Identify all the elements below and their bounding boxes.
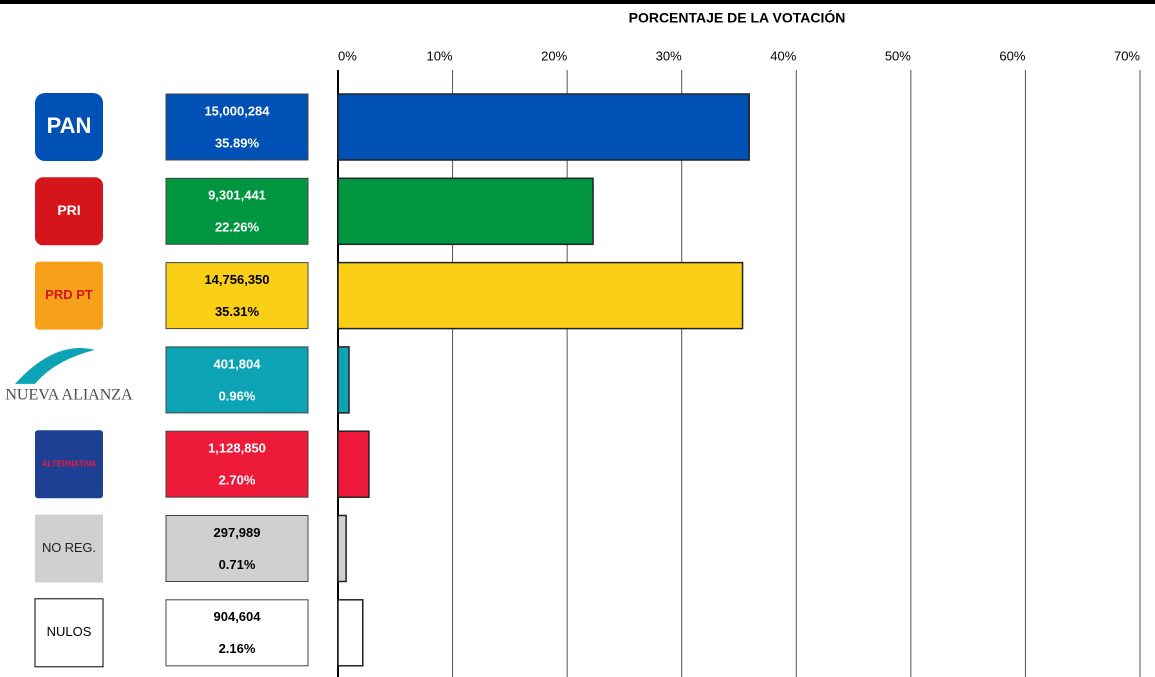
x-tick-label: 70% — [1114, 48, 1140, 63]
party-logo — [35, 430, 103, 499]
value-label: 22.26% — [215, 220, 260, 235]
x-tick-label: 60% — [999, 48, 1025, 63]
party-logo-text: PRD PT — [45, 287, 93, 302]
value-label: 0.71% — [219, 557, 256, 572]
value-box — [165, 262, 309, 330]
value-label: 0.96% — [219, 388, 256, 403]
party-logo — [35, 261, 103, 330]
vote-label: 1,128,850 — [208, 441, 266, 456]
vote-label: 9,301,441 — [208, 188, 266, 203]
value-box — [165, 430, 309, 498]
party-logo — [35, 93, 103, 161]
bar — [337, 346, 350, 414]
value-box — [165, 515, 309, 582]
party-logo-text: ALTERNATIVA — [42, 459, 97, 468]
bar — [337, 514, 347, 583]
x-tick-label: 20% — [541, 48, 567, 63]
vote-label: 14,756,350 — [204, 272, 269, 287]
party-logo-text: NUEVA ALIANZA — [5, 387, 133, 404]
value-box — [165, 346, 309, 414]
vote-label: 297,989 — [214, 525, 261, 540]
bar — [337, 261, 744, 330]
vote-label: 904,604 — [214, 609, 262, 624]
bar — [337, 177, 594, 246]
axis-title: PORCENTAJE DE LA VOTACIÓN — [629, 9, 846, 26]
value-label: 35.89% — [215, 135, 260, 150]
x-tick-label: 50% — [885, 48, 911, 63]
party-logo — [34, 598, 104, 668]
bar — [337, 430, 370, 498]
value-label: 2.70% — [219, 473, 256, 488]
x-tick-label: 0% — [338, 48, 357, 63]
party-logo-text: PRI — [57, 202, 80, 218]
value-label: 35.31% — [215, 304, 260, 319]
vote-label: 15,000,284 — [204, 103, 270, 118]
value-box — [165, 93, 309, 161]
value-box — [165, 599, 309, 667]
top-rule — [0, 0, 1155, 4]
party-logo — [35, 514, 103, 583]
value-label: 2.16% — [219, 641, 256, 656]
x-tick-label: 40% — [770, 48, 796, 63]
x-tick-label: 30% — [656, 48, 682, 63]
bar — [337, 93, 750, 161]
party-logo-swoosh — [15, 348, 95, 384]
bar — [337, 599, 364, 667]
vote-label: 401,804 — [214, 356, 262, 371]
value-box — [165, 177, 309, 245]
party-logo-text: PAN — [47, 113, 92, 138]
party-logo-text: NULOS — [47, 624, 92, 639]
x-tick-label: 10% — [427, 48, 453, 63]
party-logo — [35, 177, 103, 246]
party-logo-text: NO REG. — [42, 540, 96, 555]
